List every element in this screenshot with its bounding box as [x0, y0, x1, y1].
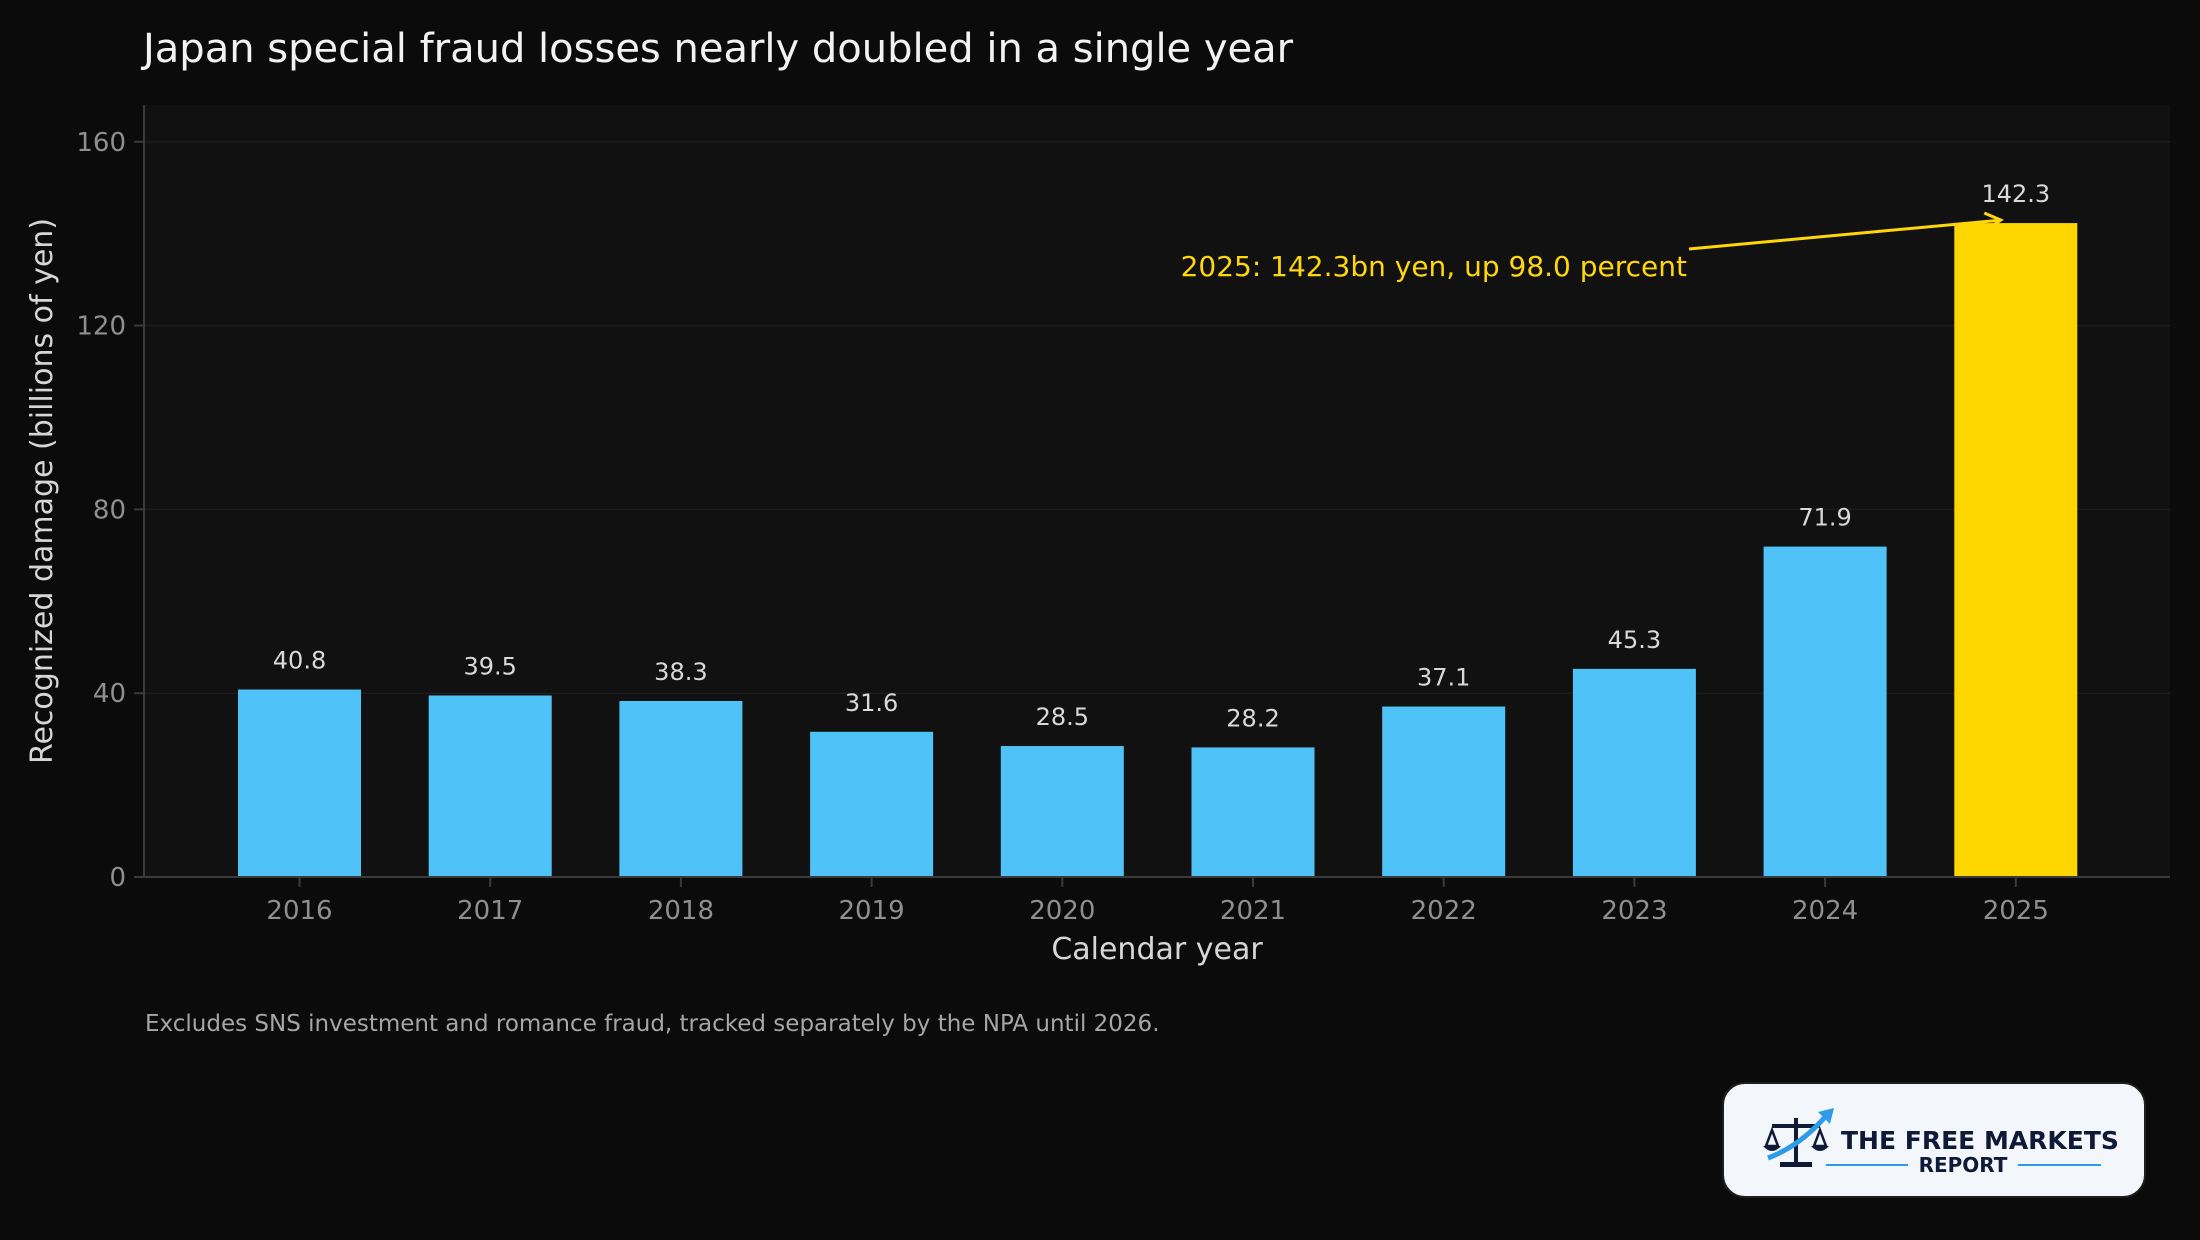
annotation: 2025: 142.3bn yen, up 98.0 percent: [1181, 211, 2004, 283]
x-tick-label-2017: 2017: [457, 896, 523, 926]
value-label-2019: 31.6: [845, 689, 898, 717]
value-label-2016: 40.8: [273, 647, 326, 675]
bars: [238, 223, 2078, 877]
bar-2018: [619, 701, 743, 877]
bar-2023: [1572, 668, 1696, 877]
x-axis: 2016 2017 2018 2019 2020 2021 2022 2023 2024 2025: [266, 877, 2049, 926]
value-label-2023: 45.3: [1608, 626, 1661, 654]
bar-2025: [1954, 223, 2078, 877]
value-label-2025: 142.3: [1981, 180, 2050, 208]
y-axis: 0 40 80 120 160: [76, 128, 144, 893]
value-label-2024: 71.9: [1798, 504, 1851, 532]
annotation-arrowhead: [1983, 211, 2004, 232]
bar-2024: [1763, 546, 1887, 877]
x-tick-label-2020: 2020: [1029, 896, 1095, 926]
x-tick-label-2016: 2016: [266, 896, 332, 926]
y-tick-label: 80: [93, 495, 126, 525]
chart-title: Japan special fraud losses nearly double…: [140, 26, 1294, 72]
annotation-arrow: [1688, 218, 2001, 251]
x-tick-label-2024: 2024: [1792, 896, 1858, 926]
value-label-2021: 28.2: [1226, 704, 1279, 732]
bar-2022: [1382, 706, 1506, 877]
x-tick-label-2021: 2021: [1220, 896, 1286, 926]
y-tick-label: 0: [109, 863, 126, 893]
bar-2020: [1000, 746, 1124, 877]
footnote: Excludes SNS investment and romance frau…: [145, 1011, 1160, 1037]
scales-with-rising-arrow-icon: [1763, 1108, 1834, 1167]
bar-2021: [1191, 747, 1315, 877]
y-tick-label: 160: [76, 128, 126, 158]
value-labels: 40.8 39.5 38.3 31.6 28.5 28.2 37.1 45.3 71.9 142.…: [273, 180, 2050, 732]
bar-2019: [810, 731, 934, 877]
value-label-2020: 28.5: [1036, 703, 1089, 731]
value-label-2018: 38.3: [654, 658, 707, 686]
x-axis-label: Calendar year: [1051, 932, 1263, 967]
annotation-text: 2025: 142.3bn yen, up 98.0 percent: [1181, 250, 1687, 283]
x-tick-label-2022: 2022: [1411, 896, 1477, 926]
x-tick-label-2023: 2023: [1601, 896, 1667, 926]
brand-logo: THE FREE MARKETS REPORT: [1722, 1082, 2146, 1198]
y-tick-label: 40: [93, 679, 126, 709]
logo-line-2: REPORT: [1919, 1153, 2008, 1177]
value-label-2022: 37.1: [1417, 664, 1470, 692]
x-tick-label-2018: 2018: [648, 896, 714, 926]
y-tick-label: 120: [76, 312, 126, 342]
x-tick-label-2025: 2025: [1983, 896, 2049, 926]
bar-2016: [238, 689, 361, 877]
logo-line-1: THE FREE MARKETS: [1841, 1126, 2119, 1155]
x-tick-label-2019: 2019: [839, 896, 905, 926]
y-axis-label: Recognized damage (billions of yen): [25, 218, 60, 764]
value-label-2017: 39.5: [463, 652, 516, 680]
bar-2017: [428, 695, 552, 877]
